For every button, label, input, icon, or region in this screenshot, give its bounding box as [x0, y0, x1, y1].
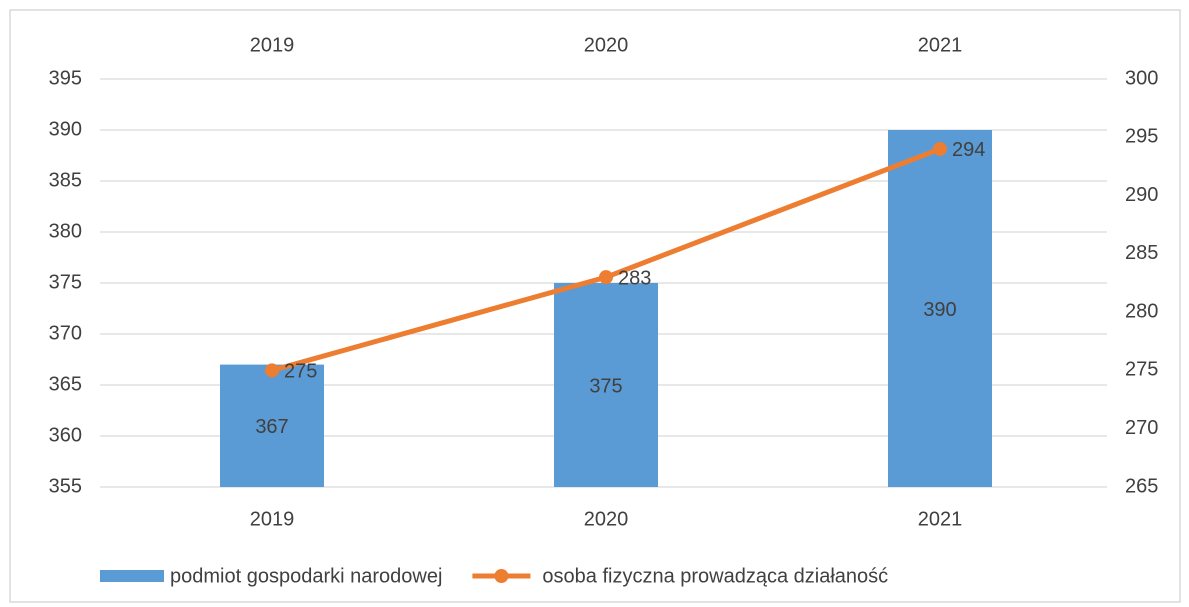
y2-tick-label: 275: [1125, 359, 1158, 381]
y2-tick-label: 295: [1125, 126, 1158, 148]
y2-tick-label: 285: [1125, 242, 1158, 264]
y-tick-label: 380: [49, 220, 82, 242]
y-tick-label: 375: [49, 271, 82, 293]
line-point: [599, 270, 613, 285]
legend-swatch-marker: [494, 569, 509, 583]
line-value-label: 283: [618, 267, 651, 289]
x-tick-label-top: 2021: [918, 34, 963, 56]
y2-tick-label: 280: [1125, 300, 1158, 322]
bar-value-label: 375: [589, 375, 622, 397]
y-tick-label: 390: [49, 118, 82, 140]
y-tick-label: 365: [49, 373, 82, 395]
legend-label: podmiot gospodarki narodowej: [170, 565, 442, 587]
y-tick-label: 370: [49, 322, 82, 344]
y2-tick-label: 270: [1125, 417, 1158, 439]
line-value-label: 275: [284, 361, 317, 383]
y-tick-label: 355: [49, 475, 82, 497]
bar: [554, 283, 658, 487]
line-value-label: 294: [952, 139, 985, 161]
bar-value-label: 390: [923, 299, 956, 321]
y-tick-label: 395: [49, 67, 82, 89]
y2-tick-label: 265: [1125, 475, 1158, 497]
y-tick-label: 385: [49, 169, 82, 191]
y2-tick-label: 290: [1125, 184, 1158, 206]
x-tick-label: 2020: [584, 508, 629, 530]
x-tick-label-top: 2019: [250, 34, 295, 56]
x-tick-label-top: 2020: [584, 34, 629, 56]
x-tick-label: 2019: [250, 508, 295, 530]
y2-tick-label: 300: [1125, 67, 1158, 89]
x-tick-label: 2021: [918, 508, 963, 530]
bar: [888, 130, 992, 487]
line-point: [265, 363, 279, 378]
bar-value-label: 367: [255, 416, 288, 438]
y-tick-label: 360: [49, 424, 82, 446]
bar: [220, 364, 324, 487]
line-point: [933, 141, 947, 156]
legend-swatch: [100, 570, 164, 582]
legend-label: osoba fizyczna prowadząca działaność: [542, 565, 888, 587]
